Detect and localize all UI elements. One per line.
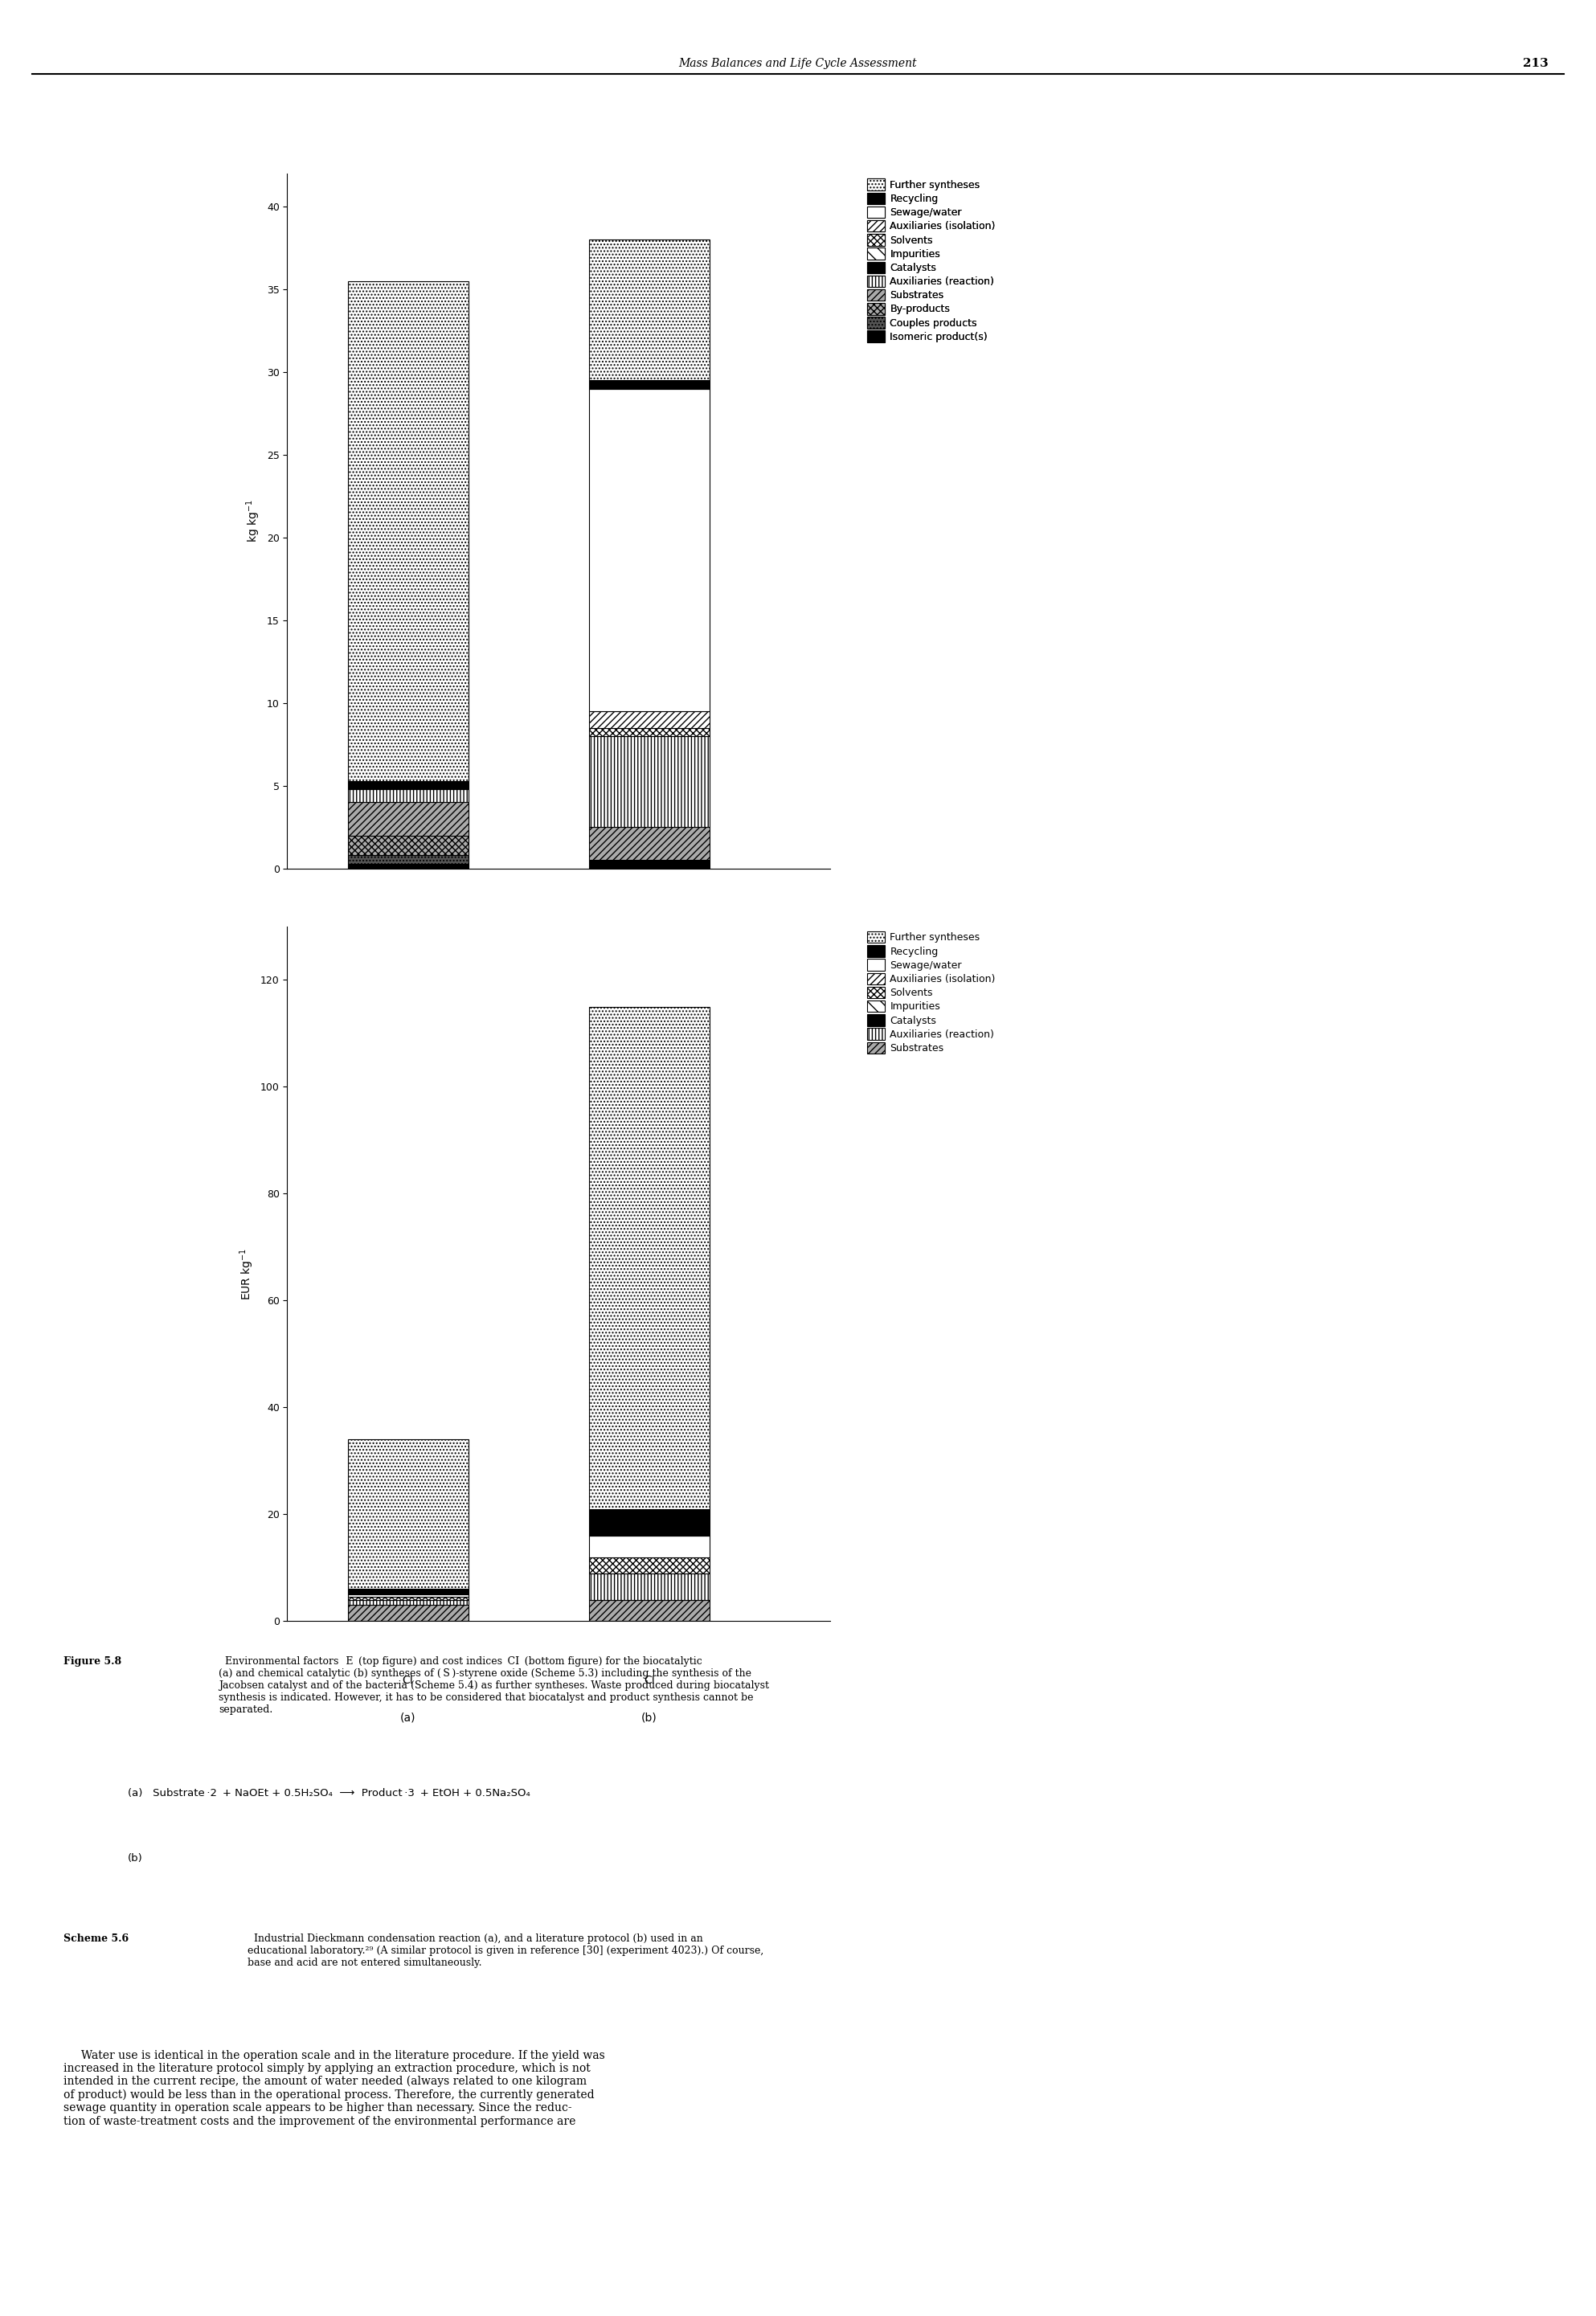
Bar [348, 864, 468, 868]
Bar [589, 859, 709, 868]
Legend: Further syntheses, Recycling, Sewage/water, Auxiliaries (isolation), Solvents, I: Further syntheses, Recycling, Sewage/wat… [867, 931, 996, 1054]
Bar [348, 1589, 468, 1593]
Bar [348, 280, 468, 780]
Text: CI: CI [402, 1674, 413, 1686]
Text: (a): (a) [401, 1712, 415, 1723]
Text: Water use is identical in the operation scale and in the literature procedure. I: Water use is identical in the operation … [64, 2050, 605, 2126]
Bar [589, 827, 709, 859]
Bar [589, 711, 709, 727]
Bar [348, 855, 468, 864]
Bar [589, 241, 709, 380]
Bar [348, 1441, 468, 1589]
Bar [589, 736, 709, 827]
Text: Figure 5.8: Figure 5.8 [64, 1656, 121, 1668]
Text: CI: CI [643, 1674, 654, 1686]
Text: (b): (b) [128, 1853, 142, 1864]
Text: (b): (b) [642, 1712, 658, 1723]
Bar [589, 1007, 709, 1510]
Bar [348, 1593, 468, 1598]
Y-axis label: kg kg$^{-1}$: kg kg$^{-1}$ [244, 500, 262, 542]
Text: (a)   Substrate ·2  + NaOEt + 0.5H₂SO₄  ⟶  Product ·3  + EtOH + 0.5Na₂SO₄: (a) Substrate ·2 + NaOEt + 0.5H₂SO₄ ⟶ Pr… [128, 1788, 530, 1800]
Bar [348, 836, 468, 855]
Bar [589, 1510, 709, 1536]
Text: Scheme 5.6: Scheme 5.6 [64, 1934, 129, 1945]
Bar [589, 1556, 709, 1573]
Bar [589, 1536, 709, 1556]
Bar [589, 727, 709, 736]
Bar [348, 785, 468, 790]
Text: E: E [645, 926, 653, 938]
Bar [348, 1600, 468, 1605]
Text: (b): (b) [642, 959, 658, 970]
Bar [589, 1600, 709, 1621]
Bar [348, 1598, 468, 1600]
Legend: Further syntheses, Recycling, Sewage/water, Auxiliaries (isolation), Solvents, I: Further syntheses, Recycling, Sewage/wat… [867, 178, 996, 343]
Text: Industrial Dieckmann condensation reaction (a), and a literature protocol (b) us: Industrial Dieckmann condensation reacti… [247, 1934, 763, 1969]
Y-axis label: EUR kg$^{-1}$: EUR kg$^{-1}$ [238, 1248, 255, 1299]
Text: Environmental factors   E  (top figure) and cost indices  CI  (bottom figure) fo: Environmental factors E (top figure) and… [219, 1656, 769, 1714]
Text: Mass Balances and Life Cycle Assessment: Mass Balances and Life Cycle Assessment [678, 58, 918, 69]
Bar [348, 780, 468, 785]
Bar [589, 389, 709, 711]
Bar [348, 1605, 468, 1621]
Bar [348, 790, 468, 801]
Text: (a): (a) [401, 959, 415, 970]
Bar [589, 380, 709, 389]
Text: 213: 213 [1523, 58, 1548, 69]
Bar [589, 1573, 709, 1600]
Text: E: E [404, 926, 412, 938]
Bar [348, 801, 468, 836]
